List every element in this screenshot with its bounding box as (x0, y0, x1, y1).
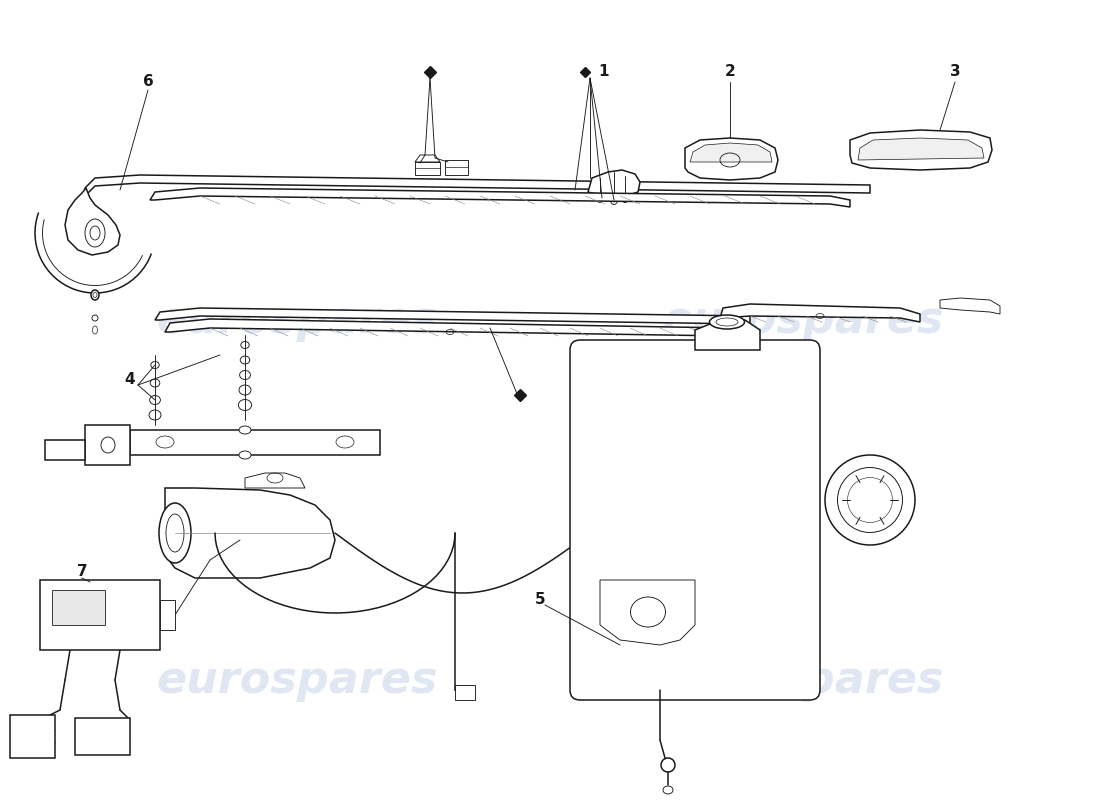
Polygon shape (52, 590, 104, 625)
Ellipse shape (151, 362, 160, 369)
Polygon shape (685, 138, 778, 180)
Polygon shape (720, 304, 920, 322)
Text: 1: 1 (598, 65, 608, 79)
Text: 2: 2 (725, 65, 736, 79)
Polygon shape (75, 718, 130, 755)
Ellipse shape (596, 194, 604, 202)
Ellipse shape (148, 410, 161, 420)
Polygon shape (45, 440, 85, 460)
Ellipse shape (160, 503, 191, 563)
Polygon shape (85, 425, 130, 465)
Polygon shape (65, 188, 120, 255)
Polygon shape (10, 715, 55, 758)
Ellipse shape (91, 290, 99, 300)
Polygon shape (455, 685, 475, 700)
Ellipse shape (240, 356, 250, 364)
Ellipse shape (710, 315, 745, 329)
Ellipse shape (85, 219, 104, 247)
Polygon shape (415, 162, 440, 175)
Text: 6: 6 (143, 74, 153, 90)
Polygon shape (245, 473, 305, 488)
Polygon shape (588, 170, 640, 196)
FancyBboxPatch shape (570, 340, 820, 700)
Polygon shape (695, 320, 760, 350)
Polygon shape (155, 308, 750, 324)
Text: 5: 5 (535, 593, 546, 607)
Ellipse shape (239, 385, 251, 395)
Ellipse shape (661, 758, 675, 772)
Text: eurospares: eurospares (156, 658, 438, 702)
Polygon shape (415, 155, 440, 162)
Ellipse shape (150, 395, 161, 405)
Ellipse shape (151, 379, 160, 387)
Ellipse shape (239, 399, 252, 410)
Text: eurospares: eurospares (662, 658, 944, 702)
Ellipse shape (621, 194, 628, 202)
Text: 4: 4 (124, 373, 135, 387)
Ellipse shape (240, 370, 251, 379)
Polygon shape (858, 138, 984, 160)
Polygon shape (150, 188, 850, 207)
Text: eurospares: eurospares (156, 298, 438, 342)
Polygon shape (130, 430, 380, 455)
Ellipse shape (825, 455, 915, 545)
Polygon shape (850, 130, 992, 170)
Polygon shape (40, 580, 159, 650)
Text: 7: 7 (77, 565, 87, 579)
Ellipse shape (239, 426, 251, 434)
Polygon shape (690, 143, 772, 162)
Polygon shape (165, 488, 336, 578)
Ellipse shape (663, 786, 673, 794)
Ellipse shape (239, 451, 251, 459)
Polygon shape (446, 160, 468, 175)
Polygon shape (85, 175, 870, 196)
Polygon shape (160, 600, 175, 630)
Ellipse shape (92, 315, 98, 321)
Polygon shape (165, 319, 730, 336)
Polygon shape (940, 298, 1000, 314)
Ellipse shape (241, 342, 250, 349)
Text: 3: 3 (949, 65, 960, 79)
Text: eurospares: eurospares (662, 298, 944, 342)
Ellipse shape (610, 195, 617, 205)
